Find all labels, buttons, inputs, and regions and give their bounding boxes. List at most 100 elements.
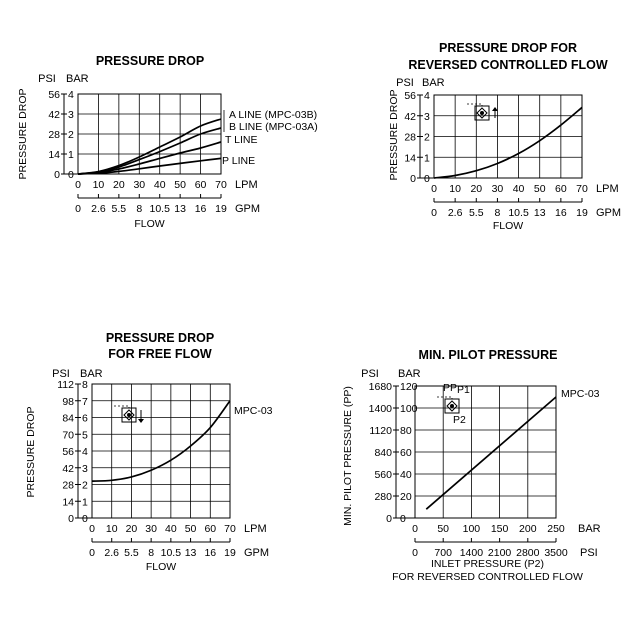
x-tick-lpm: 30 <box>133 179 145 191</box>
y-tick-psi: 0 <box>386 513 392 525</box>
x-tick-lpm: 0 <box>89 523 95 535</box>
x-tick-bar: 250 <box>547 523 565 535</box>
x-gpm-tick-label: 8 <box>136 203 142 215</box>
x-tick-lpm: 70 <box>224 523 236 535</box>
x-unit-bar: BAR <box>578 523 601 535</box>
y-unit-psi: PSI <box>38 73 56 85</box>
x-psi-tick-label: 700 <box>434 547 452 559</box>
y-axis-title: MIN. PILOT PRESSURE (PP) <box>342 386 354 526</box>
x-gpm-tick-label: 2.6 <box>448 207 463 219</box>
y-unit-psi: PSI <box>396 77 414 89</box>
series-line-1 <box>433 106 583 179</box>
y-tick-psi: 84 <box>62 413 74 425</box>
x-gpm-tick-label: 13 <box>185 547 197 559</box>
y-tick-bar: 4 <box>424 90 430 102</box>
pilot-line <box>114 405 130 408</box>
x-gpm-tick-label: 2.6 <box>104 547 119 559</box>
x-tick-lpm: 60 <box>195 179 207 191</box>
x-unit-lpm: LPM <box>244 523 267 535</box>
series-label: MPC-03 <box>561 388 600 400</box>
x-tick-lpm: 10 <box>449 183 461 195</box>
x-tick-lpm: 20 <box>126 523 138 535</box>
x-unit-gpm: GPM <box>244 547 269 559</box>
x-gpm-tick-label: 0 <box>431 207 437 219</box>
x-tick-lpm: 40 <box>165 523 177 535</box>
y-tick-bar: 5 <box>82 429 88 441</box>
x-gpm-tick-label: 16 <box>204 547 216 559</box>
y-tick-psi: 14 <box>404 152 416 164</box>
chart-title: PRESSURE DROP <box>106 331 214 345</box>
x-unit-gpm: GPM <box>596 207 621 219</box>
x-unit-psi: PSI <box>580 547 598 559</box>
chart-title: FOR FREE FLOW <box>108 347 212 361</box>
x-gpm-tick-label: 5.5 <box>112 203 127 215</box>
chart-title: PRESSURE DROP FOR <box>439 41 577 55</box>
y-tick-psi: 0 <box>410 173 416 185</box>
valve-ball <box>450 404 454 408</box>
y-tick-psi: 280 <box>374 491 392 503</box>
x-tick-bar: 100 <box>463 523 481 535</box>
flow-arrow-head <box>492 107 498 111</box>
chart-title: REVERSED CONTROLLED FLOW <box>408 58 608 72</box>
y-tick-psi: 840 <box>374 447 392 459</box>
port-label: PP <box>443 382 457 394</box>
chart-title: MIN. PILOT PRESSURE <box>419 348 558 362</box>
y-tick-psi: 42 <box>62 463 74 475</box>
pilot-line <box>467 103 483 106</box>
plot-frame <box>91 383 231 519</box>
x-axis-subtitle: FOR REVERSED CONTROLLED FLOW <box>392 571 583 583</box>
x-gpm-tick-label: 8 <box>495 207 501 219</box>
y-unit-bar: BAR <box>80 368 103 380</box>
y-tick-bar: 1 <box>424 152 430 164</box>
x-tick-lpm: 30 <box>145 523 157 535</box>
x-gpm-tick-label: 10.5 <box>161 547 182 559</box>
x-psi-tick-label: 0 <box>412 547 418 559</box>
series-label: A LINE (MPC-03B) <box>229 109 317 121</box>
x-tick-lpm: 50 <box>534 183 546 195</box>
x-unit-gpm: GPM <box>235 203 260 215</box>
y-unit-psi: PSI <box>52 368 70 380</box>
y-axis-title: PRESSURE DROP <box>17 88 29 179</box>
x-gpm-tick-label: 19 <box>576 207 588 219</box>
y-tick-bar: 80 <box>400 425 412 437</box>
x-gpm-tick-label: 19 <box>224 547 236 559</box>
x-tick-lpm: 60 <box>555 183 567 195</box>
y-tick-bar: 7 <box>82 396 88 408</box>
y-axis-title: PRESSURE DROP <box>388 89 400 180</box>
y-tick-bar: 2 <box>68 129 74 141</box>
x-tick-lpm: 0 <box>431 183 437 195</box>
y-tick-bar: 120 <box>400 381 418 393</box>
port-label: P2 <box>453 414 466 426</box>
y-tick-bar: 100 <box>400 403 418 415</box>
y-tick-bar: 8 <box>82 379 88 391</box>
y-tick-psi: 0 <box>54 169 60 181</box>
y-tick-bar: 4 <box>68 89 74 101</box>
x-unit-lpm: LPM <box>596 183 619 195</box>
y-unit-bar: BAR <box>422 77 445 89</box>
y-tick-psi: 42 <box>404 111 416 123</box>
x-axis-title: FLOW <box>146 561 176 573</box>
check-valve-symbol <box>114 405 144 423</box>
x-psi-tick-label: 1400 <box>460 547 484 559</box>
y-unit-psi: PSI <box>361 368 379 380</box>
y-tick-psi: 112 <box>57 379 74 391</box>
valve-diamond <box>123 409 135 421</box>
y-tick-bar: 0 <box>68 169 74 181</box>
plot-frame <box>77 93 222 175</box>
x-unit-lpm: LPM <box>235 179 258 191</box>
x-tick-lpm: 0 <box>75 179 81 191</box>
y-tick-bar: 3 <box>82 463 88 475</box>
series-line-1 <box>91 400 231 482</box>
valve-ball <box>480 111 484 115</box>
x-tick-lpm: 70 <box>215 179 227 191</box>
y-unit-bar: BAR <box>66 73 89 85</box>
y-tick-bar: 3 <box>68 109 74 121</box>
y-tick-psi: 0 <box>68 513 74 525</box>
y-tick-psi: 56 <box>48 89 60 101</box>
x-tick-bar: 50 <box>437 523 449 535</box>
x-gpm-tick-label: 2.6 <box>91 203 106 215</box>
y-tick-bar: 1 <box>82 496 88 508</box>
